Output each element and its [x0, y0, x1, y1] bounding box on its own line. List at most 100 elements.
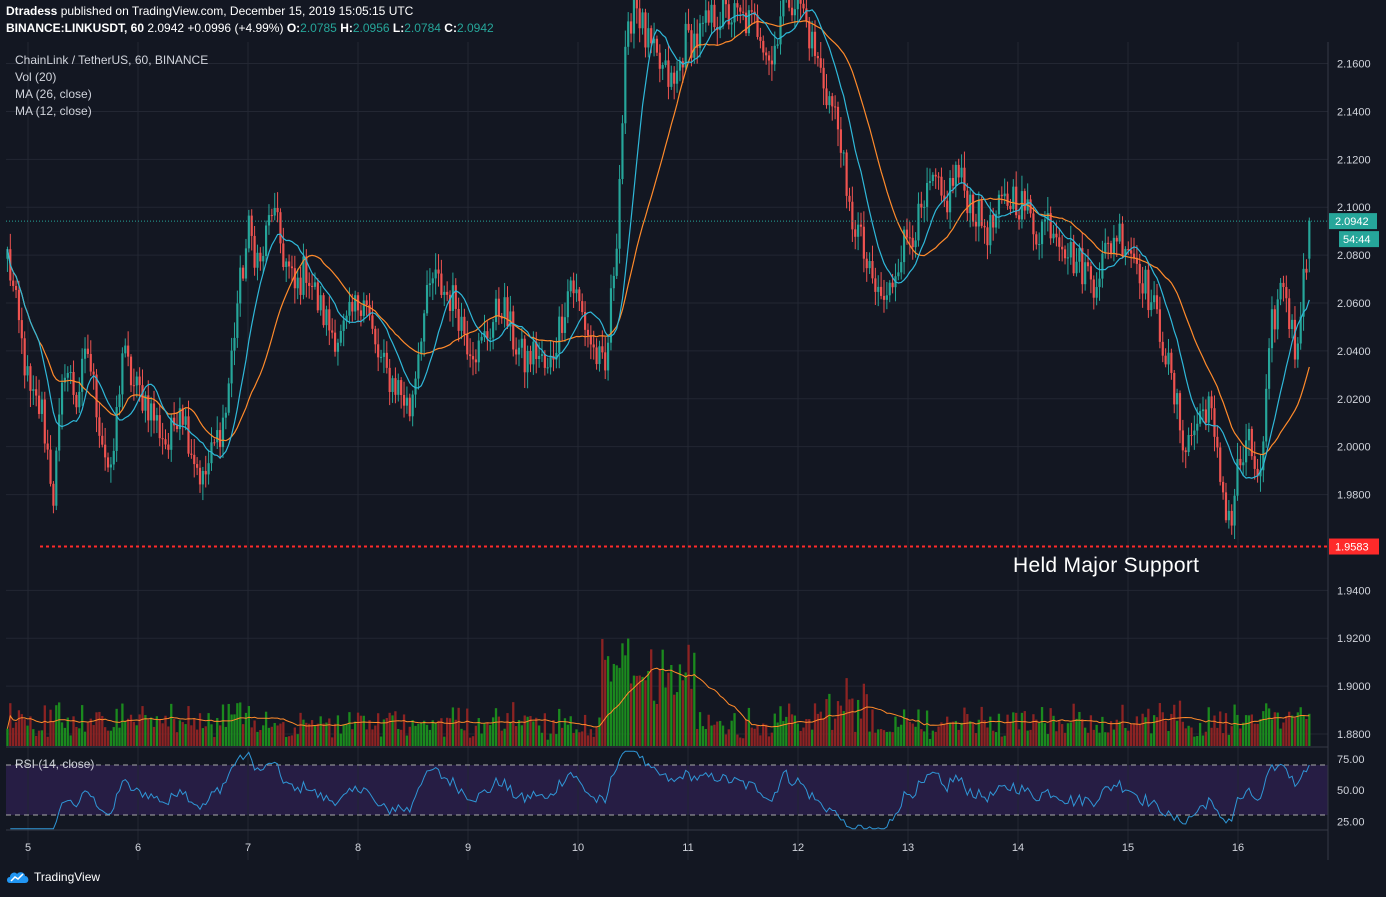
price-tick-label: 2.0800 [1337, 250, 1371, 262]
volume-bar [503, 728, 506, 746]
candle-body [891, 282, 894, 288]
tradingview-brand[interactable]: TradingView [6, 870, 100, 884]
price-axis[interactable]: 2.1600 2.1400 2.1200 2.1000 2.0800 2.0600 2.04… [1337, 59, 1371, 741]
volume-bar [23, 719, 26, 746]
volume-bar [1101, 716, 1104, 746]
candle-body [1250, 428, 1253, 457]
candle-body [1305, 268, 1308, 273]
candle-body [624, 46, 627, 124]
candle-body [83, 348, 87, 359]
candle-body [1052, 233, 1055, 239]
candle-body [572, 280, 575, 294]
volume-bar [969, 721, 972, 746]
volume-bar [908, 721, 911, 746]
low-value: 2.0784 [404, 21, 441, 35]
volume-bar [877, 729, 880, 746]
candle-body [1184, 450, 1187, 453]
ma12-line [6, 9, 1310, 479]
candle-body [1273, 309, 1276, 330]
candle-body [1098, 278, 1101, 288]
candle-body [124, 345, 127, 354]
candle-body [865, 258, 868, 269]
legend-ma12[interactable]: MA (12, close) [15, 104, 92, 118]
volume-bar [742, 738, 745, 746]
candle-body [1058, 237, 1061, 247]
candle-body [1075, 261, 1078, 274]
candle-body [158, 415, 161, 439]
volume-bar [308, 723, 311, 746]
volume-bar [822, 718, 825, 746]
volume-bar [506, 713, 509, 746]
volume-bar [911, 723, 914, 746]
candle-body [141, 385, 144, 411]
candle-body [440, 273, 443, 295]
volume-bar [149, 717, 153, 746]
volume-bar [1167, 731, 1170, 746]
rsi-tick-label: 75.00 [1337, 754, 1365, 766]
candle-body [397, 380, 400, 395]
volume-bar [782, 721, 785, 746]
candle-body [661, 65, 664, 69]
volume-bar [1198, 722, 1202, 746]
volume-bar [1144, 717, 1147, 746]
volume-bar [767, 736, 771, 746]
candle-body [592, 344, 595, 348]
volume-bar [1035, 719, 1038, 746]
candle-body [854, 229, 857, 237]
volume-bar [397, 728, 400, 746]
volume-bar [1170, 713, 1173, 746]
candle-body [474, 359, 477, 363]
volume-bar [351, 729, 354, 746]
candle-body [282, 243, 285, 267]
author-name[interactable]: Dtradess [6, 4, 58, 18]
legend-title[interactable]: ChainLink / TetherUS, 60, BINANCE [15, 53, 209, 67]
volume-bar [512, 702, 515, 746]
volume-bar [1043, 723, 1047, 746]
legend-ma26[interactable]: MA (26, close) [15, 87, 92, 101]
volume-bar [520, 725, 524, 746]
volume-bar [256, 731, 259, 746]
time-axis[interactable]: 5 6 7 8 9 10 11 12 13 14 15 16 [25, 842, 1244, 854]
volume-bar [733, 713, 736, 746]
candle-body [678, 61, 682, 71]
volume-bar [348, 712, 351, 746]
volume-bar [385, 718, 388, 746]
candle-body [515, 349, 518, 355]
volume-bar [81, 705, 84, 746]
candle-body [391, 378, 394, 392]
volume-bar [66, 717, 69, 746]
candle-body [989, 214, 992, 246]
volume-bar [1069, 722, 1072, 746]
legend-volume[interactable]: Vol (20) [15, 70, 57, 84]
rsi-axis[interactable]: 75.00 50.00 25.00 [1337, 754, 1365, 829]
volume-bar [716, 721, 719, 746]
volume-bar [604, 659, 607, 746]
candle-body [127, 345, 130, 357]
volume-bar [1302, 715, 1305, 746]
volume-bar [1152, 715, 1156, 746]
volume-bar [207, 713, 210, 746]
volume-bar [1063, 732, 1067, 746]
volume-bar [598, 717, 601, 746]
legend-rsi[interactable]: RSI (14, close) [15, 757, 95, 771]
volume-bar [586, 735, 590, 746]
candle-body [264, 225, 268, 256]
candle-body [46, 443, 49, 450]
volume-bar [187, 706, 190, 746]
volume-bar [560, 727, 564, 746]
volume-bar [647, 670, 650, 746]
volume-bar [632, 675, 636, 746]
candle-body [233, 337, 236, 351]
volume-bar [368, 720, 371, 746]
candle-body [368, 304, 371, 316]
volume-bar [1233, 704, 1236, 746]
volume-bar [879, 728, 883, 746]
volume-bar [951, 721, 955, 746]
candle-body [1219, 447, 1222, 482]
volume-bar [339, 733, 342, 746]
volume-bar [52, 721, 55, 746]
volume-bar [684, 672, 687, 746]
volume-bar [109, 730, 113, 746]
candle-body [822, 67, 825, 89]
